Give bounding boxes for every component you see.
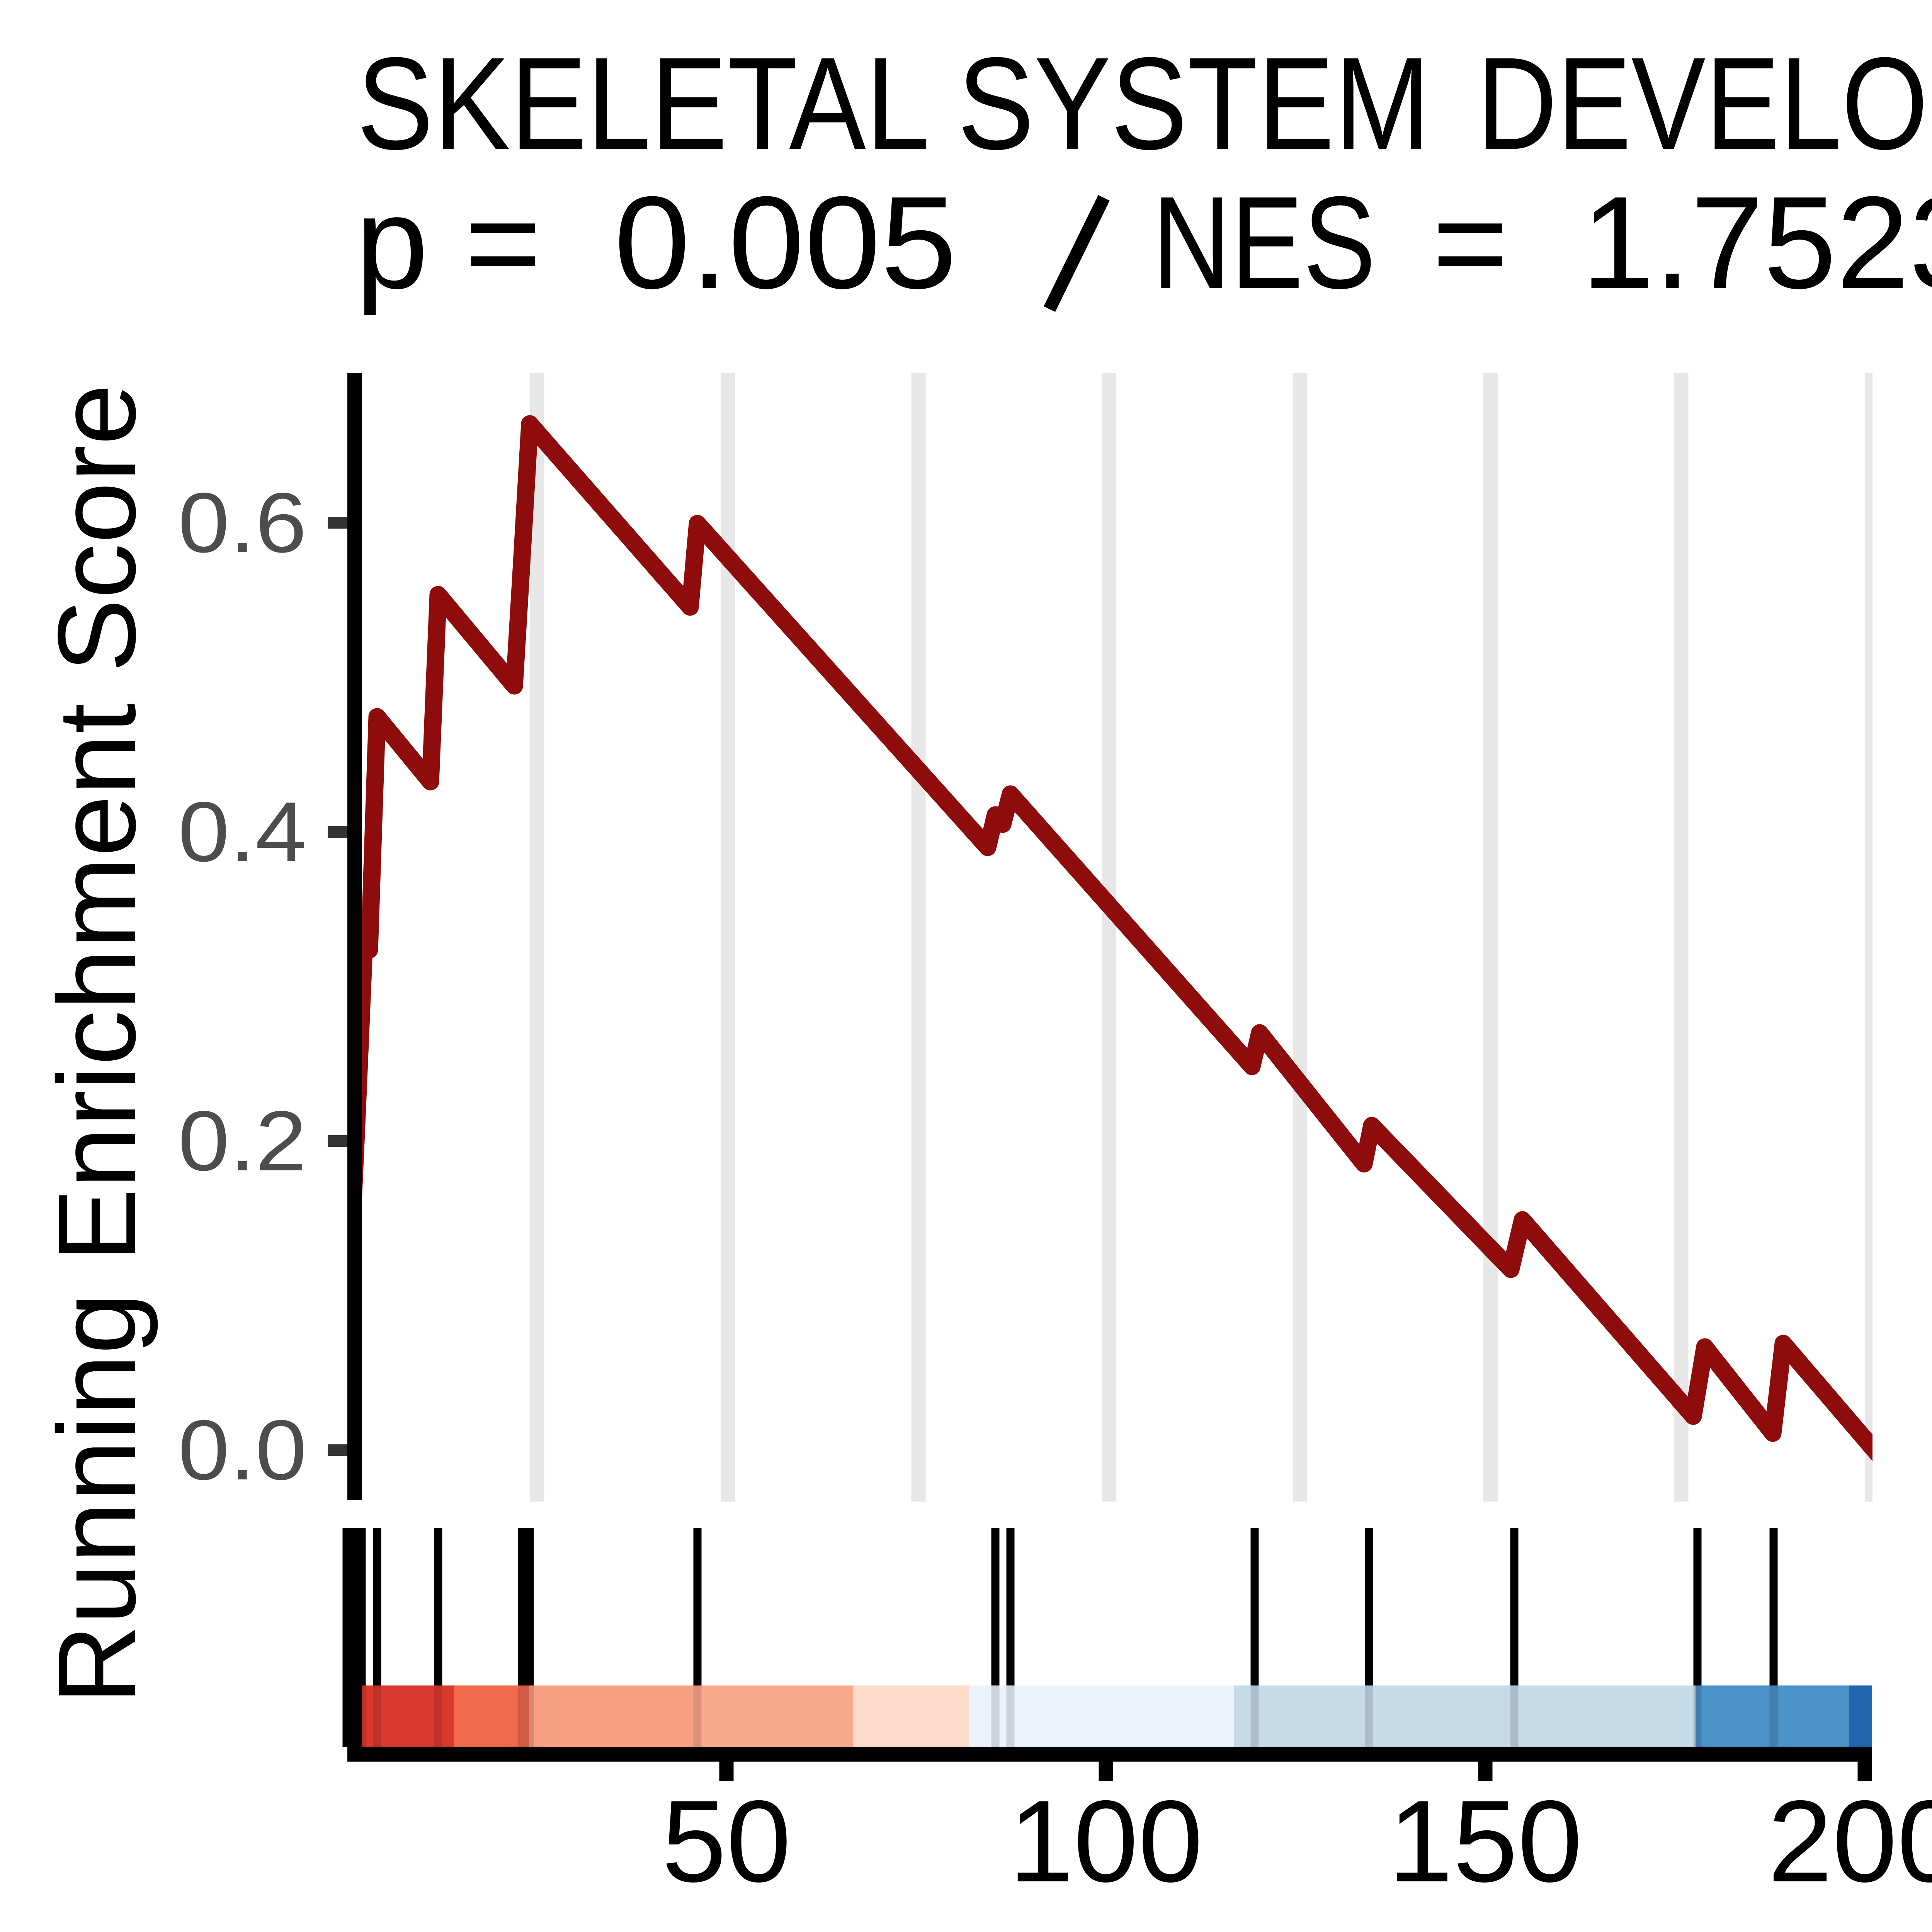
svg-text:0.4: 0.4 bbox=[178, 784, 307, 879]
svg-text:0.6: 0.6 bbox=[178, 475, 307, 570]
svg-text:200: 200 bbox=[1768, 1776, 1932, 1906]
svg-text:150: 150 bbox=[1388, 1776, 1582, 1906]
svg-text:SKELETAL SYSTEM DEVELOPMENT: SKELETAL SYSTEM DEVELOPMENT bbox=[357, 30, 1932, 177]
svg-text:Running Enrichment Score: Running Enrichment Score bbox=[35, 384, 159, 1704]
svg-text:0.2: 0.2 bbox=[178, 1094, 307, 1189]
svg-text:50: 50 bbox=[662, 1776, 791, 1906]
svg-text:100: 100 bbox=[1009, 1776, 1203, 1906]
svg-text:0.0: 0.0 bbox=[178, 1403, 307, 1498]
